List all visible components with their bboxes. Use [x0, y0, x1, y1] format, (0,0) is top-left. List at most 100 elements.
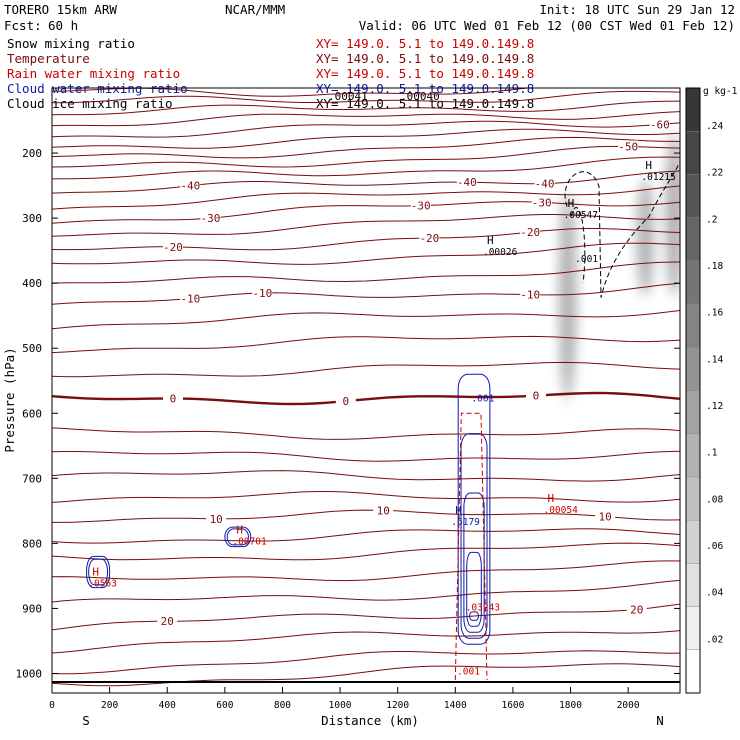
maximum-value: .6179: [451, 517, 480, 528]
x-tick-label: 1200: [386, 700, 409, 711]
isotherm-label-bg: [180, 179, 201, 191]
legend-entry-4: Cloud ice mixing ratio: [7, 96, 173, 111]
isotherm-line-4: [52, 579, 680, 603]
legend-coords-4: XY= 149.0. 5.1 to 149.0.149.8: [316, 96, 534, 111]
isotherm-line-8: [52, 509, 680, 523]
isotherm-line-0: [52, 663, 680, 687]
maximum-marker: H: [568, 197, 575, 210]
plot-area: 20 20 10 10 10 0 0 0 -10 -10 -10 -20 -20 -20 -30 -30 -30…: [52, 88, 680, 687]
isotherm-label: -40: [457, 176, 477, 189]
x-axis-right-end-label: N: [656, 713, 664, 728]
isotherm-line-5: [52, 560, 680, 582]
cloud-water-contour-1-0: [86, 555, 111, 589]
colorbar-swatch: [685, 649, 701, 694]
isotherm-line-33: [52, 88, 680, 97]
isotherm-line-12: [52, 427, 680, 440]
maximum-marker: H: [455, 504, 462, 517]
colorbar-unit: g kg-1: [703, 86, 738, 97]
isotherm-line-7: [52, 528, 680, 544]
colorbar-tick-label: .1: [706, 448, 718, 459]
maximum-value: .001: [575, 254, 598, 265]
isotherm-line-2: [52, 630, 680, 654]
maximum-value: .03243: [466, 603, 500, 614]
isotherm-label: -30: [411, 200, 431, 213]
isotherm-label-bg: [649, 118, 670, 130]
cloud-water-contour-2-0: [224, 526, 252, 548]
y-tick-label: 900: [22, 602, 42, 615]
isotherm-line-6: [52, 542, 680, 561]
isotherm-line-11: [52, 450, 680, 462]
colorbar-swatch: [685, 303, 701, 348]
isotherm-label: -10: [252, 287, 272, 300]
isotherm-label-bg: [456, 176, 477, 188]
isotherm-label: -30: [532, 196, 552, 209]
colorbar-tick-label: .08: [706, 494, 723, 505]
maximum-value: .0563: [88, 579, 117, 590]
cloud-water-contour-1-1: [88, 558, 109, 586]
colorbar-tick-label: .12: [706, 401, 723, 412]
colorbar-swatch: [685, 606, 701, 650]
colorbar-tick-label: .02: [706, 634, 723, 645]
cloud-ice-contours: [564, 148, 680, 298]
isotherm-line-24: [52, 170, 680, 194]
maximum-value: .00054: [543, 505, 578, 516]
isotherm-line-23: [52, 185, 680, 210]
isotherm-line-26: [52, 145, 680, 168]
isotherm-label-bg: [410, 199, 431, 211]
isotherm-line-32: [52, 90, 680, 104]
colorbar-swatch: [685, 174, 701, 218]
x-tick-label: 1600: [501, 700, 524, 711]
isotherm-line-10: [52, 470, 680, 482]
colorbar-swatch: [685, 87, 701, 132]
y-tick-label: 700: [22, 472, 42, 485]
isotherm-label: 10: [210, 513, 223, 526]
x-tick-label: 1000: [329, 700, 352, 711]
isotherm-line-29: [52, 120, 680, 138]
legend-entry-2: Rain water mixing ratio: [7, 66, 180, 81]
x-axis: 0 200 400 600 800 1000 1200 1400 1600 1800 2000: [49, 687, 640, 711]
isotherm-line-31: [52, 100, 680, 116]
cloud-ice-contour-0: [564, 148, 680, 298]
isotherm-line-27: [52, 136, 680, 159]
maxima-labels: H.00026H.00547H.01215.001.001H.6179H.000…: [88, 159, 675, 677]
legend-coords-0: XY= 149.0. 5.1 to 149.0.149.8: [316, 36, 534, 51]
x-tick-label: 1400: [444, 700, 467, 711]
isotherm-label: -20: [520, 226, 540, 239]
maximum-marker: H: [645, 159, 652, 172]
maximum-value: .001: [471, 393, 494, 404]
isotherm-label-bg: [520, 288, 541, 300]
snow-shading: [558, 133, 680, 401]
maximum-value: .01215: [641, 172, 675, 183]
x-tick-label: 600: [216, 700, 233, 711]
isotherm-label-bg: [162, 240, 183, 252]
isotherm-line-19: [52, 242, 680, 265]
x-tick-label: 400: [159, 700, 176, 711]
isotherm-label-bg: [157, 615, 178, 627]
isotherm-label: 0: [533, 390, 540, 403]
isotherm-label: 10: [598, 511, 611, 524]
isotherm-label: -50: [618, 140, 638, 153]
isotherm-line-21: [52, 214, 680, 237]
isotherm-label: -40: [180, 180, 200, 193]
colorbar-swatch: [685, 476, 701, 521]
x-tick-label: 2000: [617, 700, 640, 711]
legend-coords-2: XY= 149.0. 5.1 to 149.0.149.8: [316, 66, 534, 81]
snow-shade-2: [665, 133, 680, 297]
colorbar-swatch: [685, 260, 701, 305]
isotherm-line-1: [52, 650, 680, 675]
isotherm-line-9: [52, 490, 680, 503]
cloud-water-contour-2-1: [226, 528, 249, 546]
isotherm-line-18: [52, 261, 680, 284]
cloud-water-contour-0-1: [460, 433, 488, 639]
cloud-ice-contour-inner-0: [570, 207, 586, 283]
model-title: TORERO 15km ARW: [4, 2, 117, 17]
y-tick-label: 200: [22, 147, 42, 160]
y-tick-label: 400: [22, 277, 42, 290]
isotherm-label: -60: [650, 118, 670, 131]
isotherm-line-15: [52, 335, 680, 354]
isotherm-label: -20: [419, 232, 439, 245]
maximum-value: .00701: [232, 536, 267, 547]
isotherm-label: 0: [343, 395, 350, 408]
